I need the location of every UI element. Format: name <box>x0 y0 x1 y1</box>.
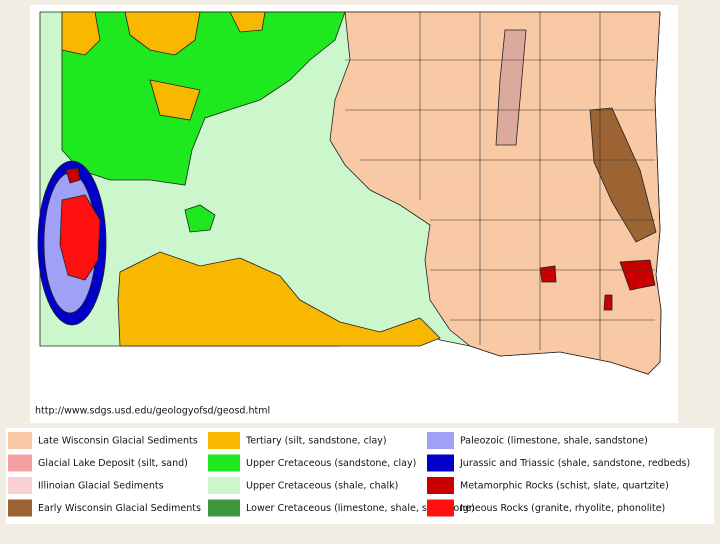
legend-label: Illinoian Glacial Sediments <box>38 481 164 492</box>
legend-label: Metamorphic Rocks (schist, slate, quartz… <box>460 481 669 492</box>
legend-swatch <box>208 454 240 472</box>
legend-swatch <box>427 432 454 449</box>
legend-swatch <box>427 499 454 517</box>
legend-label: Late Wisconsin Glacial Sediments <box>38 436 198 447</box>
legend-label: Upper Cretaceous (shale, chalk) <box>246 481 398 492</box>
legend-swatch <box>8 499 32 517</box>
legend-label: Tertiary (silt, sandstone, clay) <box>245 436 387 447</box>
legend-label: Igneous Rocks (granite, rhyolite, phonol… <box>460 503 665 514</box>
legend-label: Lower Cretaceous (limestone, shale, sand… <box>246 503 475 514</box>
legend-swatch <box>427 454 454 472</box>
legend-box <box>6 428 714 524</box>
legend-swatch <box>208 477 240 494</box>
legend-swatch <box>8 454 32 472</box>
source-url: http://www.sdgs.usd.edu/geologyofsd/geos… <box>35 406 270 417</box>
legend-label: Glacial Lake Deposit (silt, sand) <box>38 458 188 469</box>
legend-label: Jurassic and Triassic (shale, sandstone,… <box>459 458 690 469</box>
legend-swatch <box>208 432 240 449</box>
legend-swatch <box>8 477 32 494</box>
state-map <box>37 11 662 375</box>
legend: Late Wisconsin Glacial Sediments Glacial … <box>8 432 690 517</box>
legend-label: Paleozoic (limestone, shale, sandstone) <box>460 436 648 447</box>
legend-label: Upper Cretaceous (sandstone, clay) <box>246 458 416 469</box>
legend-label: Early Wisconsin Glacial Sediments <box>38 503 201 514</box>
legend-swatch <box>208 499 240 517</box>
legend-swatch <box>8 432 32 449</box>
legend-swatch <box>427 477 454 494</box>
